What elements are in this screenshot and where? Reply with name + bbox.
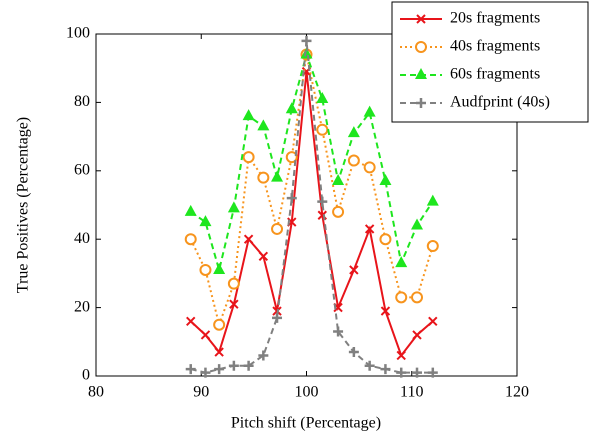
- marker: [285, 151, 298, 164]
- marker: [379, 174, 392, 186]
- marker: [213, 262, 226, 274]
- x-tick-label: 120: [505, 384, 529, 401]
- y-axis-label: True Positives (Percentage): [15, 117, 32, 293]
- marker: [185, 364, 196, 375]
- legend-label: 60s fragments: [450, 66, 540, 83]
- marker: [257, 171, 270, 184]
- marker: [349, 265, 359, 275]
- marker: [427, 367, 438, 378]
- marker: [364, 224, 375, 234]
- marker: [243, 360, 254, 371]
- y-tick-label: 80: [74, 93, 90, 110]
- x-tick-label: 110: [400, 384, 423, 401]
- marker: [412, 367, 423, 378]
- marker: [242, 109, 255, 121]
- marker: [426, 194, 439, 206]
- marker: [258, 251, 269, 262]
- x-axis-label: Pitch shift (Percentage): [231, 415, 381, 432]
- y-tick-label: 20: [74, 298, 90, 315]
- marker: [200, 330, 211, 340]
- marker: [286, 193, 297, 204]
- legend-label: 20s fragments: [450, 10, 540, 27]
- marker: [363, 105, 376, 117]
- marker: [395, 256, 408, 268]
- marker: [332, 174, 345, 186]
- marker: [411, 291, 424, 304]
- marker: [227, 277, 240, 290]
- marker: [229, 299, 239, 309]
- y-tick-label: 100: [66, 25, 90, 42]
- marker: [316, 91, 329, 103]
- marker: [426, 240, 439, 253]
- marker: [348, 347, 359, 358]
- marker: [395, 291, 408, 304]
- marker: [285, 102, 298, 114]
- marker: [214, 364, 225, 375]
- x-tick-label: 90: [193, 384, 209, 401]
- marker: [243, 234, 254, 244]
- y-tick-label: 40: [74, 230, 90, 247]
- marker: [301, 35, 312, 46]
- marker: [380, 306, 391, 316]
- marker: [416, 98, 426, 108]
- marker: [242, 151, 255, 164]
- marker: [364, 360, 375, 371]
- marker: [396, 350, 406, 361]
- x-tick-label: 80: [88, 384, 104, 401]
- marker: [199, 263, 212, 276]
- legend-label: 40s fragments: [450, 38, 540, 55]
- marker: [363, 161, 376, 174]
- marker: [428, 316, 438, 326]
- marker: [316, 123, 329, 136]
- marker: [347, 126, 360, 138]
- legend-label: Audfprint (40s): [450, 94, 550, 111]
- marker: [347, 154, 360, 167]
- marker: [271, 170, 284, 182]
- marker: [380, 364, 391, 375]
- marker: [415, 68, 427, 79]
- marker: [416, 14, 426, 24]
- marker: [396, 367, 407, 378]
- marker: [411, 218, 424, 230]
- marker: [317, 196, 328, 207]
- marker: [333, 326, 344, 337]
- marker: [200, 367, 211, 378]
- marker: [412, 330, 422, 340]
- marker: [300, 47, 313, 59]
- marker: [332, 205, 345, 218]
- marker: [184, 204, 197, 216]
- marker: [186, 316, 196, 326]
- marker: [213, 318, 226, 331]
- marker: [257, 119, 270, 131]
- marker: [228, 360, 239, 371]
- marker: [272, 312, 283, 323]
- y-tick-label: 0: [82, 367, 90, 384]
- marker: [184, 233, 197, 246]
- marker: [227, 201, 240, 213]
- marker: [199, 215, 212, 227]
- marker: [258, 350, 269, 361]
- marker: [415, 41, 427, 53]
- marker: [214, 347, 224, 357]
- y-tick-label: 60: [74, 161, 90, 178]
- x-tick-label: 100: [295, 384, 319, 401]
- marker: [379, 233, 392, 246]
- marker: [271, 222, 284, 235]
